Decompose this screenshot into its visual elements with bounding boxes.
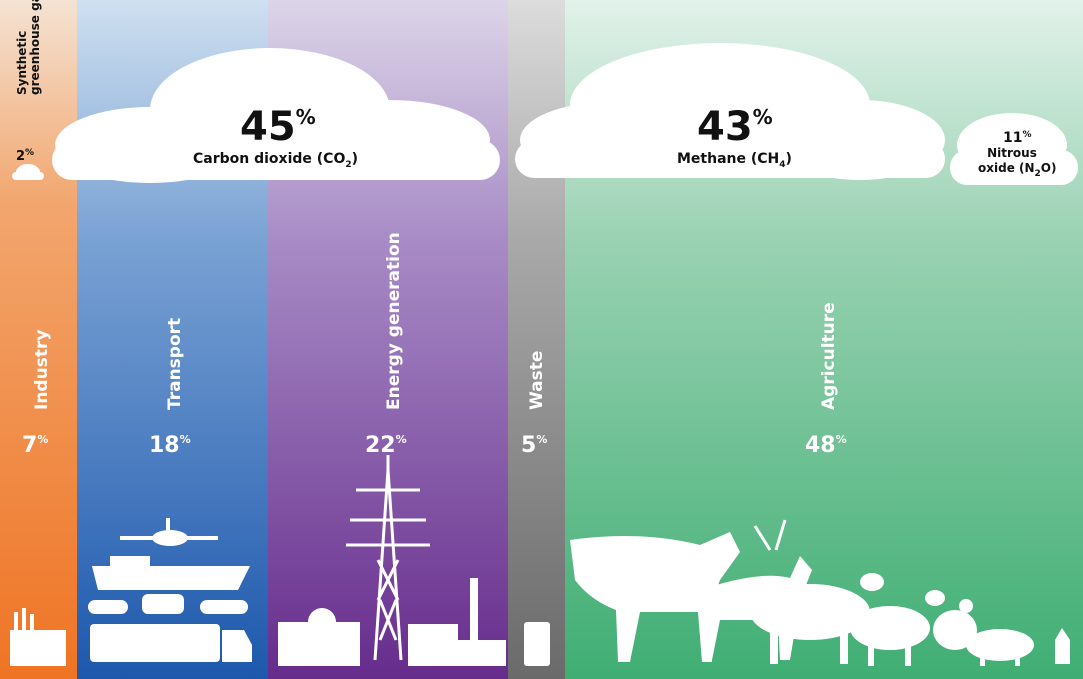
gas-share: 11% (1003, 130, 1032, 146)
gas-name: Methane (CH4) (677, 151, 792, 170)
waste-column (508, 0, 565, 679)
gas-name-part: oxide (N (978, 161, 1035, 175)
gas-name-sub: 4 (779, 160, 785, 170)
bin-icon (524, 622, 550, 666)
methane-cloud (515, 43, 945, 180)
sector-unit: % (536, 433, 547, 446)
gas-name-line: greenhouse gases (28, 0, 42, 95)
gas-unit: % (753, 105, 773, 129)
gas-name-part: Carbon dioxide (CO (193, 151, 345, 167)
sector-unit: % (396, 433, 407, 446)
gas-name: Syntheticgreenhouse gases (15, 0, 42, 95)
sector-value: 18 (149, 433, 180, 458)
gas-share: 43% (697, 104, 773, 150)
co2-cloud (52, 48, 500, 183)
gas-name-part: Methane (CH (677, 151, 779, 167)
industry-column (0, 0, 77, 679)
gas-name-sub: 2 (345, 160, 351, 170)
sector-share: 48% (805, 433, 847, 458)
gas-name-part: O) (1041, 161, 1057, 175)
sector-share: 18% (149, 433, 191, 458)
gas-name-line: Synthetic (15, 31, 29, 95)
factory-icon (10, 608, 66, 666)
gas-name-line: Nitrous (987, 146, 1037, 160)
nitrous-cloud (950, 113, 1078, 185)
gas-value: 45 (240, 104, 296, 150)
sector-value: 48 (805, 433, 836, 458)
gas-value: 11 (1003, 130, 1022, 146)
gas-name: oxide (N2O) (978, 161, 1056, 179)
sector-share: 5% (521, 433, 547, 458)
gas-unit: % (1022, 130, 1031, 140)
gas-share: 45% (240, 104, 316, 150)
gas-unit: % (296, 105, 316, 129)
sector-value: 22 (365, 433, 396, 458)
buildings-icon (278, 578, 506, 666)
gas-name-part: ) (352, 151, 358, 167)
sector-unit: % (37, 433, 48, 446)
sector-name: Agriculture (819, 302, 839, 410)
gas-unit: % (25, 148, 34, 158)
sector-name: Transport (165, 318, 185, 410)
transport-icons (88, 518, 252, 662)
sector-name: Energy generation (384, 232, 404, 410)
gas-name-part: ) (786, 151, 792, 167)
sector-unit: % (180, 433, 191, 446)
gas-value: 43 (697, 104, 753, 150)
gas-name: Carbon dioxide (CO2) (193, 151, 358, 170)
sector-value: 5 (521, 433, 536, 458)
gas-name-sub: 2 (1035, 169, 1041, 179)
sector-share: 22% (365, 433, 407, 458)
synthetic-cloud (12, 164, 44, 180)
pylon-icon (346, 455, 430, 661)
sector-name: Waste (527, 351, 547, 410)
sector-name: Industry (32, 330, 52, 410)
animals-icon (570, 519, 1070, 666)
sector-value: 7 (22, 433, 37, 458)
sector-share: 7% (22, 433, 48, 458)
gas-value: 2 (16, 149, 25, 164)
sector-unit: % (836, 433, 847, 446)
gas-share: 2% (16, 148, 34, 164)
